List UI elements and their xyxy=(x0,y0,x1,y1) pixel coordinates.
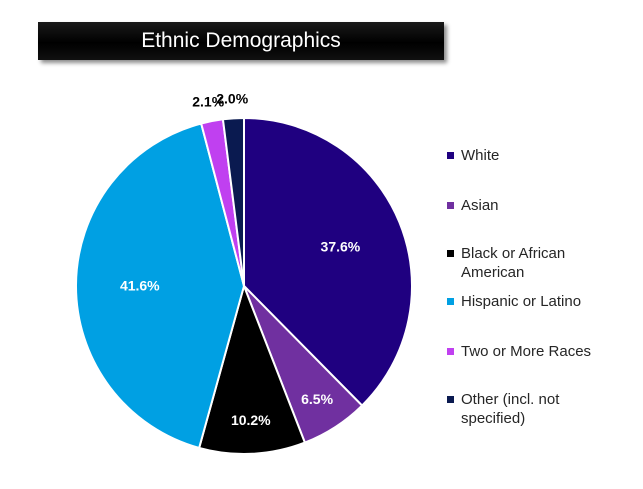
chart-title: Ethnic Demographics xyxy=(141,29,341,52)
chart-title-box: Ethnic Demographics xyxy=(38,22,444,60)
legend-item-black-or-african-american: Black or African American xyxy=(447,244,626,282)
legend-label: Asian xyxy=(461,197,499,214)
legend-label: Hispanic or Latino xyxy=(461,293,582,310)
pie-slice-other-incl-not-specified xyxy=(221,116,245,287)
legend-item-hispanic-or-latino: Hispanic or Latino xyxy=(447,292,626,311)
legend-swatch xyxy=(447,202,454,209)
legend-label: Two or More Races xyxy=(461,343,592,360)
legend-label: Other (incl. not specified) xyxy=(461,391,560,427)
legend-label: Black or African American xyxy=(461,245,566,281)
pie-slices xyxy=(75,116,413,455)
legend-swatch xyxy=(447,152,454,159)
data-label-two-or-more-races: 2.1% xyxy=(192,93,224,109)
legend-item-other-incl-not-specified: Other (incl. not specified) xyxy=(447,390,626,428)
pie-slice-black-or-african-american xyxy=(197,282,307,455)
legend-item-asian: Asian xyxy=(447,196,626,215)
legend-swatch xyxy=(447,250,454,257)
pie-data-labels: 37.6% 6.5% 10.2% 41.6% 2.1%2.0% xyxy=(120,90,361,428)
legend-item-white: White xyxy=(447,146,626,165)
legend-item-two-or-more-races: Two or More Races xyxy=(447,342,626,361)
pie-slice-hispanic-or-latino xyxy=(75,122,246,450)
legend-label: White xyxy=(461,147,500,164)
legend-swatch xyxy=(447,348,454,355)
pie-slice-white xyxy=(243,116,413,407)
data-label-other-incl-not-specified: 2.0% xyxy=(216,90,248,106)
data-label-white: 37.6% xyxy=(321,238,361,254)
data-label-black-or-african-american: 10.2% xyxy=(231,412,271,428)
data-label-asian: 6.5% xyxy=(301,391,333,407)
data-label-hispanic-or-latino: 41.6% xyxy=(120,277,160,293)
legend-swatch xyxy=(447,298,454,305)
legend-swatch xyxy=(447,396,454,403)
